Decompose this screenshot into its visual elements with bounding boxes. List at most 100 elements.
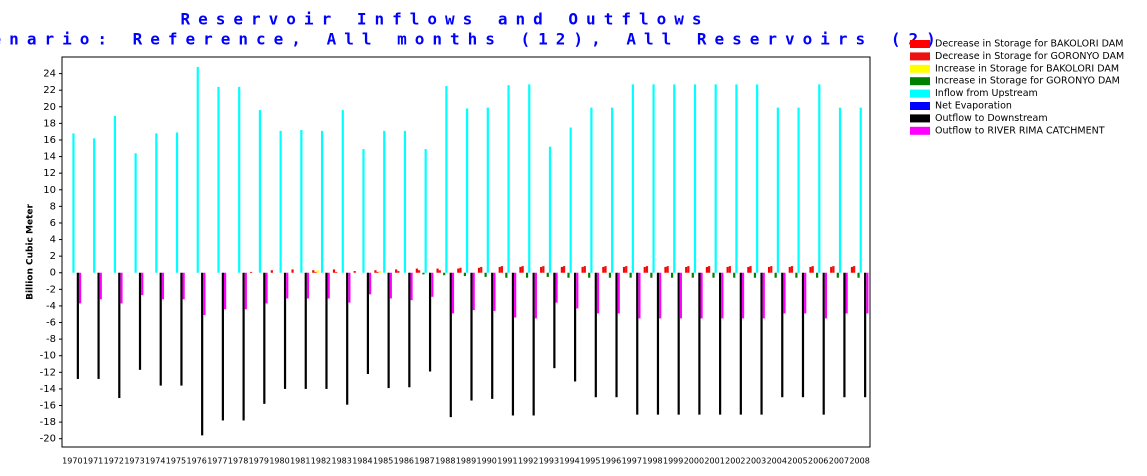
bar <box>542 266 545 273</box>
bar <box>636 272 639 415</box>
bar <box>486 107 489 273</box>
y-tick-label: -6 <box>46 318 56 329</box>
bar <box>443 272 446 276</box>
bar <box>180 272 183 386</box>
y-tick-label: 10 <box>43 185 56 196</box>
bar <box>733 272 736 278</box>
bar <box>708 266 711 273</box>
y-tick-label: -16 <box>40 401 56 412</box>
bar <box>822 272 825 415</box>
bar <box>408 272 411 388</box>
bar <box>567 272 570 278</box>
bar <box>300 130 303 273</box>
bar <box>182 272 185 300</box>
bar <box>369 272 372 295</box>
bar <box>314 271 317 273</box>
bar <box>514 272 517 318</box>
bar <box>449 272 452 418</box>
bar <box>617 272 620 314</box>
bar <box>776 107 779 273</box>
x-tick-label: 1986 <box>394 457 414 466</box>
chart-subtitle: Scenario: Reference, All months (12), Al… <box>0 30 944 49</box>
bar <box>783 272 786 314</box>
bar <box>719 272 722 415</box>
bar <box>120 272 123 304</box>
bar <box>528 84 531 273</box>
bar <box>788 266 791 273</box>
bar <box>770 266 773 273</box>
bar <box>811 266 814 273</box>
x-tick-label: 2006 <box>808 457 828 466</box>
bar <box>286 272 289 299</box>
x-tick-label: 1987 <box>414 457 434 466</box>
bar <box>845 272 848 314</box>
bar <box>596 272 600 314</box>
legend-label: Decrease in Storage for GORONYO DAM <box>935 51 1124 62</box>
bar <box>836 272 839 278</box>
bar <box>581 266 584 273</box>
bar <box>604 266 607 273</box>
x-tick-label: 2001 <box>704 457 724 466</box>
y-axis-label: Billion Cubic Meter <box>26 204 36 300</box>
bar <box>739 272 742 415</box>
bar <box>631 84 634 273</box>
bar <box>824 272 828 319</box>
bar <box>615 272 618 398</box>
bar <box>611 107 614 273</box>
bar <box>781 272 784 398</box>
bar <box>728 266 731 273</box>
x-tick-label: 1970 <box>62 457 82 466</box>
bar <box>353 271 356 273</box>
bar <box>705 266 709 273</box>
bar <box>118 272 121 399</box>
bar <box>78 272 82 304</box>
bar <box>138 272 142 370</box>
bar <box>244 272 247 310</box>
bar <box>389 272 392 299</box>
y-tick-label: -8 <box>46 334 56 345</box>
legend-label: Decrease in Storage for BAKOLORI DAM <box>935 39 1123 50</box>
bar <box>511 272 515 416</box>
bar <box>312 270 315 273</box>
x-tick-label: 1997 <box>622 457 642 466</box>
bar <box>265 272 268 304</box>
bar <box>428 272 432 372</box>
x-tick-label: 1978 <box>228 457 248 466</box>
bar <box>756 84 759 273</box>
bar <box>417 270 421 273</box>
bar <box>594 272 597 398</box>
bar <box>306 272 310 299</box>
legend-label: Increase in Storage for BAKOLORI DAM <box>935 63 1119 74</box>
y-tick-label: -18 <box>40 417 56 428</box>
bar <box>175 132 179 273</box>
bar <box>677 272 680 415</box>
legend-label: Outflow to Downstream <box>935 113 1048 124</box>
bar <box>643 266 646 273</box>
bar <box>507 85 510 273</box>
bar <box>583 266 586 273</box>
y-tick-label: -12 <box>40 367 56 378</box>
bar <box>99 272 102 300</box>
bar <box>484 272 487 277</box>
bar <box>472 272 475 311</box>
x-tick-label: 1988 <box>435 457 455 466</box>
x-tick-label: 1985 <box>373 457 393 466</box>
bar <box>270 270 273 273</box>
bar <box>622 266 626 273</box>
bar <box>500 266 504 273</box>
bar <box>341 110 344 273</box>
y-tick-label: 20 <box>43 102 56 113</box>
bar <box>397 271 400 273</box>
bar <box>698 272 701 415</box>
bar <box>753 272 757 278</box>
bar <box>853 266 856 273</box>
y-tick-label: 4 <box>50 235 56 246</box>
bar <box>795 272 798 278</box>
bar <box>159 272 162 386</box>
x-tick-label: 1981 <box>290 457 310 466</box>
legend-swatch <box>910 102 930 110</box>
bar <box>493 272 496 311</box>
bar <box>374 270 377 273</box>
bar <box>196 66 199 273</box>
bar <box>555 272 558 303</box>
